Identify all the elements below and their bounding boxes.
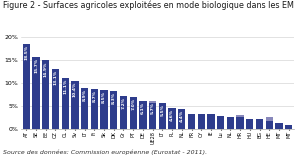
Bar	[285, 125, 292, 129]
Bar	[52, 69, 59, 129]
Text: 7.0%: 7.0%	[131, 97, 135, 110]
Bar	[91, 89, 98, 129]
Bar	[275, 123, 283, 129]
Bar	[110, 91, 117, 129]
Text: 8.7%: 8.7%	[92, 90, 96, 102]
Bar	[236, 117, 244, 129]
Bar	[81, 88, 88, 129]
Text: 6.1%: 6.1%	[141, 102, 145, 114]
Text: 18.5%: 18.5%	[24, 45, 28, 60]
Bar	[178, 108, 185, 129]
Text: 8.3%: 8.3%	[112, 92, 116, 103]
Bar	[207, 114, 214, 129]
Bar	[130, 97, 137, 129]
Text: Source des données: Commission européenne (Eurostat - 2011).: Source des données: Commission européenn…	[3, 150, 207, 155]
Bar	[120, 96, 127, 129]
Bar	[42, 60, 50, 129]
Text: 7.2%: 7.2%	[122, 97, 125, 109]
Text: Figure 2 - Surfaces agricoles exploitées en mode biologique dans les EM: Figure 2 - Surfaces agricoles exploitées…	[3, 1, 294, 10]
Bar	[236, 115, 244, 117]
Bar	[188, 114, 195, 129]
Bar	[139, 101, 147, 129]
Text: 8.5%: 8.5%	[102, 91, 106, 103]
Text: 15.7%: 15.7%	[34, 57, 38, 73]
Bar	[159, 103, 166, 129]
Text: 10.4%: 10.4%	[73, 82, 77, 97]
Bar	[100, 90, 108, 129]
Bar	[32, 57, 40, 129]
Text: 8.9%: 8.9%	[82, 89, 87, 101]
Bar	[61, 78, 69, 129]
Bar	[256, 119, 263, 129]
Bar	[246, 119, 254, 129]
Bar	[266, 117, 273, 121]
Text: 5.7%: 5.7%	[151, 102, 154, 114]
Bar	[149, 101, 156, 103]
Bar	[266, 121, 273, 129]
Bar	[198, 114, 205, 129]
Bar	[168, 108, 176, 129]
Text: 14.9%: 14.9%	[44, 61, 48, 77]
Text: 11.1%: 11.1%	[63, 79, 67, 94]
Text: 4.6%: 4.6%	[170, 108, 174, 121]
Bar	[149, 103, 156, 129]
Bar	[71, 81, 79, 129]
Text: 13.1%: 13.1%	[53, 69, 58, 85]
Bar	[217, 116, 224, 129]
Bar	[23, 44, 30, 129]
Bar	[227, 117, 234, 129]
Text: 4.4%: 4.4%	[180, 109, 184, 122]
Text: 5.5%: 5.5%	[160, 104, 164, 116]
